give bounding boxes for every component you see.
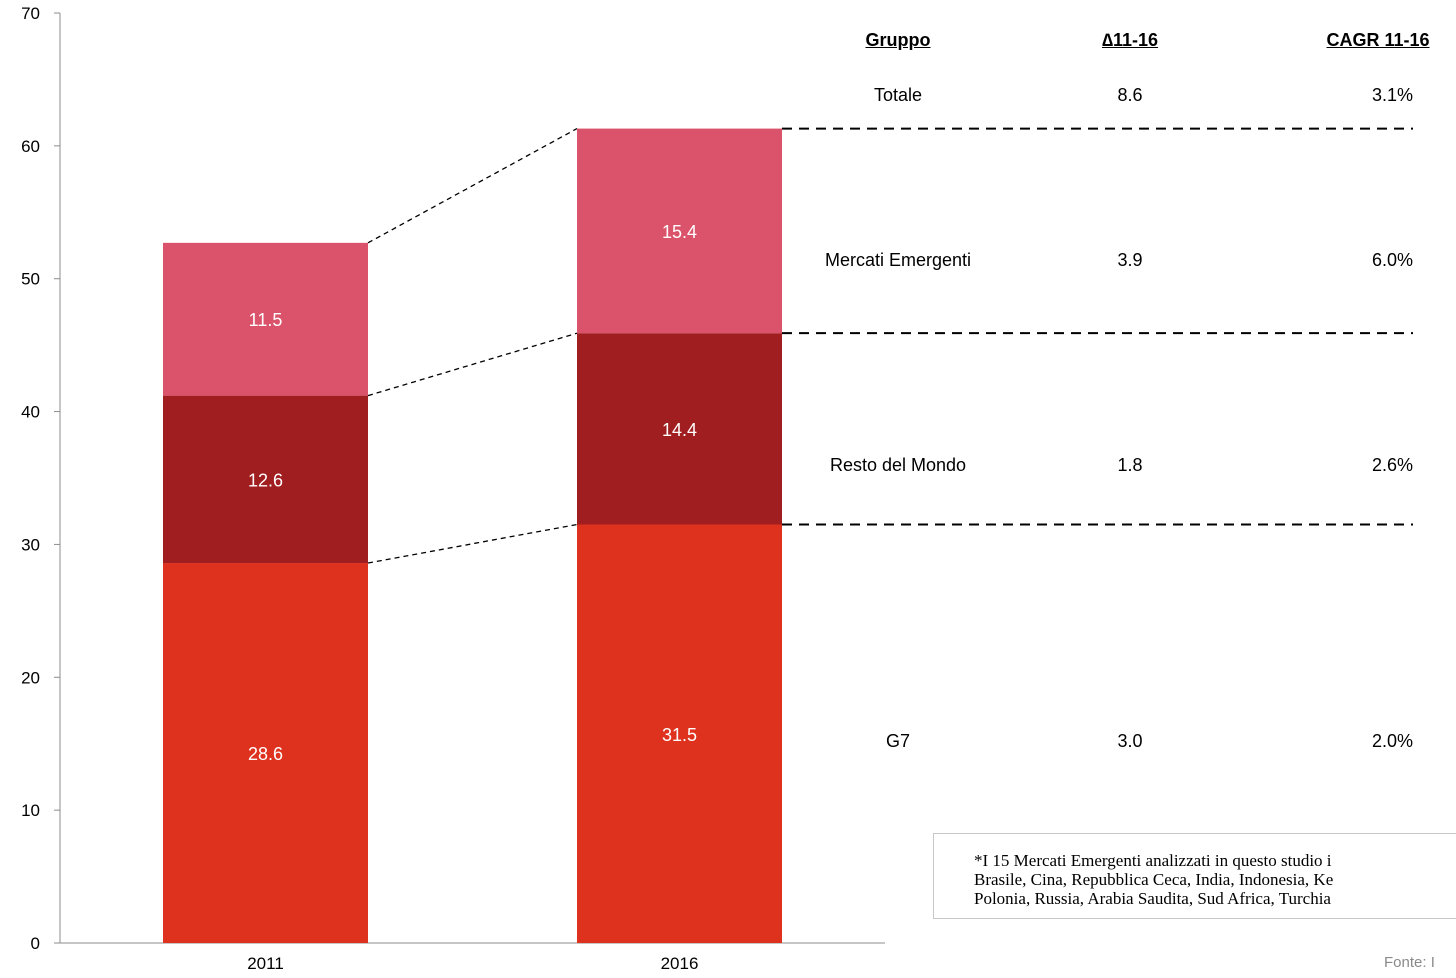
y-tick-label: 20 [21,668,40,687]
table-header-group: Gruppo [865,30,931,50]
x-tick-label: 2011 [247,954,284,973]
bar-segment [163,242,368,396]
data-label: 12.6 [248,470,283,490]
y-tick-label: 10 [21,801,40,820]
table-row-group: Mercati Emergenti [824,250,972,270]
y-tick-labels: 0 10 20 30 40 50 60 70 [21,4,40,953]
data-label: 28.6 [248,744,283,764]
bar-segment [577,333,782,525]
y-tick-label: 60 [21,137,40,156]
table-row-cagr: 3.1% [1371,85,1413,105]
footnote-line: *I 15 Mercati Emergenti analizzati in qu… [974,851,1332,870]
bar-segment [163,395,368,564]
data-label: 15.4 [662,222,697,242]
y-tick-label: 70 [21,4,40,23]
y-tick-label: 40 [21,403,40,422]
y-tick-label: 0 [31,934,40,953]
table-row-delta: 3.0 [1117,731,1143,751]
bar-segment [163,563,368,943]
bar-segment [577,524,782,943]
footnote-box: *I 15 Mercati Emergenti analizzati in qu… [933,833,1456,919]
y-tick-label: 50 [21,270,40,289]
table-header-cagr: CAGR 11-16 [1326,30,1430,50]
bars [163,128,782,943]
x-tick-labels: 2011 2016 [247,954,698,973]
y-tick-label: 30 [21,535,40,554]
bar-segment [577,128,782,334]
connector-line [367,128,578,244]
table-row-cagr: 2.0% [1371,731,1413,751]
table-header-delta: ∆11-16 [1101,30,1159,50]
footnote-line: Polonia, Russia, Arabia Saudita, Sud Afr… [974,889,1331,908]
table-row-delta: 1.8 [1117,455,1143,475]
table-row-delta: 3.9 [1117,250,1143,270]
table-row-group: Totale [873,85,923,105]
table-row-group: Resto del Mondo [829,455,967,475]
data-label: 14.4 [662,420,697,440]
footnote-line: Brasile, Cina, Repubblica Ceca, India, I… [974,870,1334,889]
data-label: 11.5 [249,310,283,330]
connector-line [367,332,578,397]
table-row-cagr: 6.0% [1371,250,1413,270]
source-note: Fonte: I [1384,954,1435,971]
table-row-delta: 8.6 [1117,85,1143,105]
connector-line [367,523,578,564]
x-tick-label: 2016 [661,954,699,973]
table-row-cagr: 2.6% [1371,455,1413,475]
data-label: 31.5 [662,725,697,745]
table-row-group: G7 [885,731,911,751]
connector-lines [367,127,1413,564]
segment-labels: 28.6 12.6 11.5 31.5 14.4 15.4 [248,222,697,764]
